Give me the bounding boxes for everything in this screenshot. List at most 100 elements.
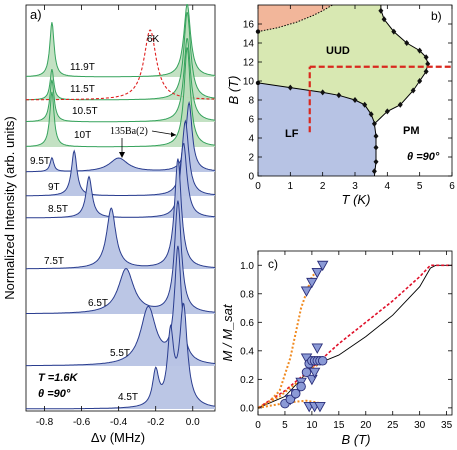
- panel-c-ytick-label-4: 0.8: [240, 289, 254, 300]
- panel-b-ytick-label-3: 6: [248, 115, 254, 126]
- spectrum-label-9-5t: 9.5T: [30, 156, 50, 167]
- spectrum-fill-9-5t: [26, 102, 215, 172]
- spectrum-label-6k: 6K: [147, 34, 160, 45]
- triangle-marker-4: [306, 374, 318, 386]
- panel-a-xtick-label-0: -0.8: [36, 417, 54, 428]
- triangle-marker-8: [306, 277, 318, 289]
- circle-marker-3: [296, 381, 306, 392]
- spectrum-line-9t: [26, 119, 216, 197]
- phase-point-4: [371, 120, 377, 127]
- spectrum-line-6-5t: [26, 200, 216, 314]
- panel-c-xtick-label-6: 30: [414, 420, 426, 431]
- phase-boundary-points: [255, 7, 431, 175]
- phase-point-17: [423, 54, 429, 61]
- phase-point-14: [417, 78, 423, 84]
- magnetization-line-orange-dotted-mid: [257, 361, 324, 409]
- phase-point-2: [373, 144, 379, 151]
- spectrum-line-10t: [26, 47, 216, 148]
- panel-a-xtick-label-2: -0.4: [110, 417, 128, 428]
- spectrum-label-11-5t: 11.5T: [70, 84, 95, 95]
- panel-b-ytick-label-4: 8: [248, 96, 254, 107]
- phase-point-12: [397, 101, 403, 108]
- panel-b-angle: θ =90°: [407, 151, 440, 163]
- panel-c-label: c): [268, 257, 278, 271]
- panel-b-ytick-label-0: 0: [248, 172, 254, 183]
- phase-point-21: [381, 16, 387, 23]
- triangle-marker-9: [311, 267, 324, 279]
- panel-c-xtick-label-7: 35: [441, 420, 453, 431]
- region-lf-label: LF: [285, 128, 299, 140]
- panel-a-xtick-label-4: 0.0: [186, 417, 200, 428]
- annotation-ba2: 135Ba(2): [110, 126, 148, 137]
- panel-a-x-label: Δν (MHz): [91, 430, 145, 445]
- phase-point-6: [362, 101, 368, 108]
- spectrum-label-11-9t: 11.9T: [70, 62, 95, 73]
- magnetization-line-black-solid: [257, 264, 452, 409]
- phase-point-3: [373, 133, 379, 140]
- phase-point-0: [371, 168, 377, 175]
- panel-a-spectra: 11.9T 11.5T 6K 10.5T 10T 9.5T 9T 8.5T 7.5T 6.5T 5.…: [25, 4, 216, 410]
- spectrum-label-10-5t: 10.5T: [72, 106, 98, 117]
- panel-a-xtick-label-1: -0.6: [73, 417, 91, 428]
- panel-b-label: b): [431, 9, 442, 23]
- region-pm-label: PM: [403, 125, 420, 137]
- panel-c-ytick-label-5: 1.0: [240, 261, 254, 272]
- spectrum-line-11-9t: [26, 4, 215, 78]
- panel-b-ytick-label-2: 4: [248, 134, 254, 145]
- measurement-cuts: [308, 65, 452, 133]
- phase-point-1: [373, 158, 379, 165]
- phase-point-22: [378, 7, 384, 14]
- panel-b-ytick-label-8: 16: [243, 20, 255, 31]
- panel-c-xtick-label-5: 25: [387, 420, 399, 431]
- panel-b-xtick-label-6: 6: [449, 181, 455, 192]
- spectrum-line-10-5t: [26, 38, 216, 123]
- spectrum-fill-4-5t: [26, 303, 215, 409]
- panel-c-y-label: M / M_sat: [220, 303, 235, 361]
- annotation-ba2-arrow-down-head: [119, 152, 125, 158]
- region-lf: [258, 82, 376, 176]
- triangle-marker-6: [311, 343, 324, 354]
- triangle-marker-10: [316, 260, 329, 272]
- circle-marker-4: [301, 367, 312, 377]
- panel-b-xtick-label-2: 2: [320, 181, 326, 192]
- panel-a-y-label: Normalized Intensity (arb. units): [2, 116, 17, 300]
- panel-c-x-label: B (T): [342, 432, 371, 447]
- spectrum-label-6-5t: 6.5T: [88, 298, 108, 309]
- phase-point-19: [404, 40, 410, 46]
- boundary-high-field: [257, 4, 333, 33]
- phase-point-15: [423, 68, 429, 75]
- phase-regions: [258, 5, 428, 176]
- phase-point-10: [287, 84, 293, 91]
- annotation-temperature: T =1.6K: [38, 372, 78, 384]
- region-uud-label: UUD: [326, 45, 350, 57]
- panel-b-ytick-label-6: 12: [243, 58, 255, 69]
- panel-b-ytick-label-5: 10: [243, 77, 255, 88]
- phase-point-20: [391, 28, 397, 35]
- circle-marker-10: [317, 356, 328, 366]
- spectrum-fill-11-9t: [26, 4, 215, 78]
- panel-c-ytick-label-3: 0.6: [240, 318, 254, 329]
- panel-a-xtick-label-3: -0.2: [147, 417, 165, 428]
- panel-c-xtick-label-2: 10: [306, 420, 318, 431]
- spectrum-label-4-5t: 4.5T: [118, 392, 138, 403]
- panel-b-y-label: B (T): [226, 76, 241, 105]
- phase-point-11: [384, 108, 390, 115]
- panel-b-ytick-label-7: 14: [243, 39, 255, 50]
- spectrum-fill-10t: [26, 48, 215, 147]
- spectrum-fill-11-5t: [26, 12, 215, 101]
- phase-point-13: [410, 87, 416, 94]
- panel-c-xtick-label-0: 0: [255, 420, 261, 431]
- phase-point-18: [417, 47, 423, 54]
- spectrum-line-8-5t: [26, 143, 215, 219]
- spectrum-line-4-5t: [26, 302, 216, 410]
- panel-c: 0 5 10 15 20 25 30 35 0.0 0.2 0.4 0.6 0.8 1.0 c) B (T…: [220, 250, 453, 447]
- panel-c-ytick-label-0: 0.0: [240, 403, 254, 414]
- spectrum-fill-9t: [26, 121, 215, 196]
- spectrum-line-11-5t: [26, 12, 216, 101]
- spectrum-label-10t: 10T: [74, 130, 91, 141]
- panel-b-xtick-label-3: 3: [352, 181, 358, 192]
- panel-b-x-label: T (K): [342, 192, 371, 207]
- triangle-marker-13: [314, 401, 326, 413]
- spectrum-fill-5-5t: [26, 245, 215, 366]
